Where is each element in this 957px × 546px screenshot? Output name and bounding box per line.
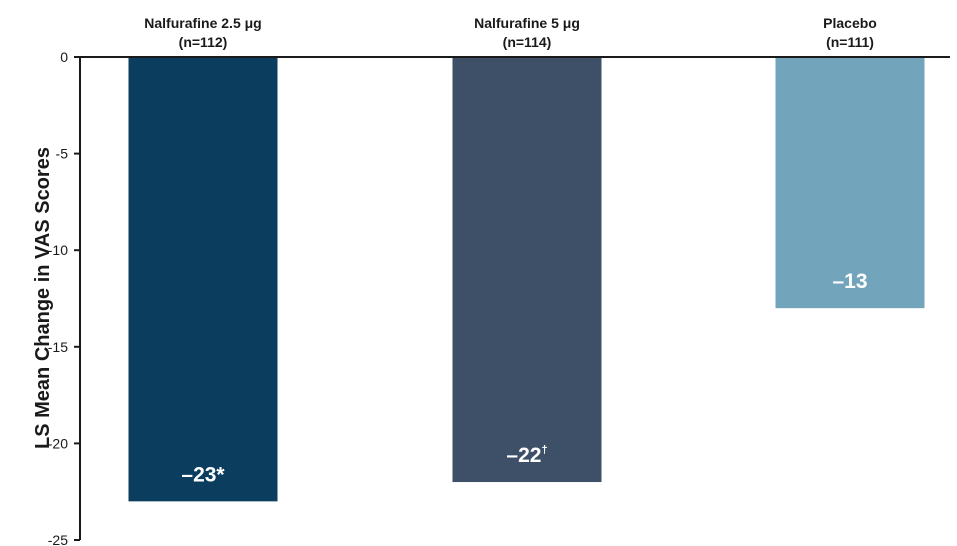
y-tick-label: -5 <box>56 146 69 162</box>
category-labels: Nalfurafine 2.5 μg (n=112) Nalfurafine 5 μ… <box>144 15 877 50</box>
y-axis-title: LS Mean Change in VAS Scores <box>32 147 54 449</box>
y-tick-label: -25 <box>48 532 68 546</box>
y-tick-label: -10 <box>48 242 68 258</box>
bar <box>452 57 602 483</box>
bars-group: –23* –22† –13 <box>128 57 925 502</box>
bar <box>128 57 278 502</box>
category-label: Nalfurafine 5 μg <box>474 15 580 31</box>
category-n-label: (n=112) <box>179 34 228 50</box>
y-tick-label: -15 <box>48 339 68 355</box>
category-n-label: (n=111) <box>826 34 874 50</box>
category-label: Placebo <box>823 15 877 31</box>
category-label: Nalfurafine 2.5 μg <box>144 15 261 31</box>
y-tick-label: -20 <box>48 435 68 451</box>
y-axis-ticks: 0 -5 -10 -15 -20 -25 <box>48 49 80 546</box>
bar-value-label: –22† <box>506 444 547 467</box>
y-tick-label: 0 <box>60 49 68 65</box>
bar <box>775 57 925 309</box>
bar-value-label: –23* <box>181 463 225 486</box>
bar-value-label: –13 <box>832 270 867 293</box>
category-n-label: (n=114) <box>503 34 552 50</box>
